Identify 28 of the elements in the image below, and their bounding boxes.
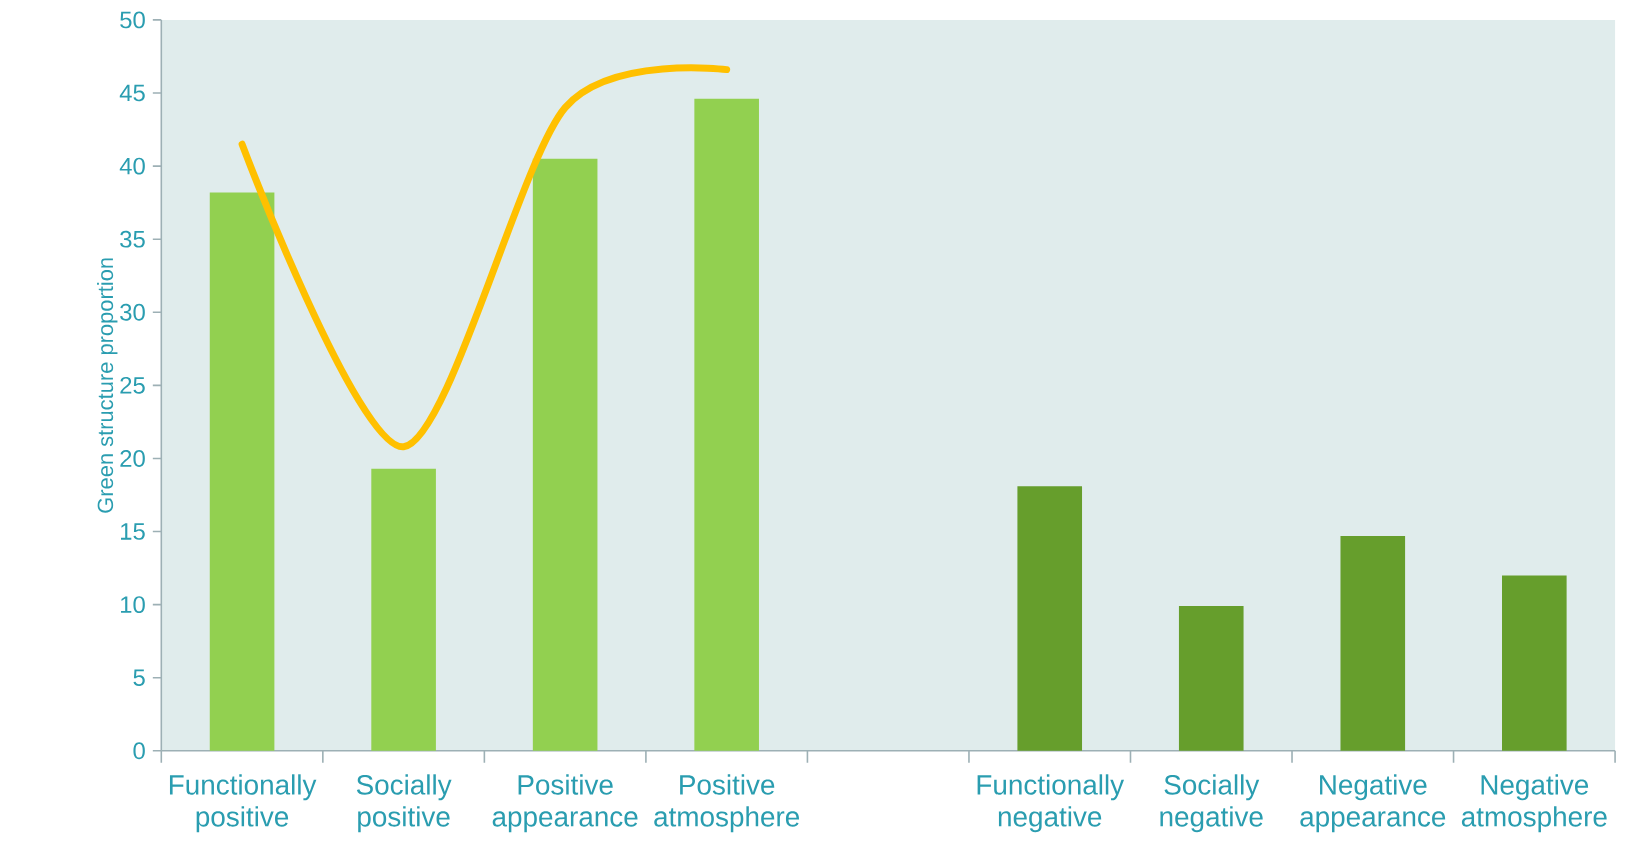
bar xyxy=(532,158,598,751)
y-tick-label: 35 xyxy=(120,230,145,248)
bar xyxy=(371,468,436,751)
y-tick-label: 5 xyxy=(133,669,145,686)
x-tick-label: Functionally positive xyxy=(169,774,317,832)
y-tick-label: 10 xyxy=(121,595,145,613)
bar xyxy=(694,98,759,751)
y-tick-label: 40 xyxy=(119,157,145,175)
bar xyxy=(1340,535,1406,751)
y-tick-label: 50 xyxy=(120,11,145,29)
y-axis-title: Green structure proportion xyxy=(97,258,118,513)
x-tick-label: Socially negative xyxy=(1160,774,1263,832)
y-tick-label: 25 xyxy=(120,376,145,394)
bar xyxy=(1502,575,1567,751)
y-tick-label: 30 xyxy=(120,303,145,321)
y-tick-label: 20 xyxy=(120,449,145,467)
x-tick-label: Socially positive xyxy=(356,774,452,832)
x-tick-label: Positive atmosphere xyxy=(654,774,800,832)
y-tick-label: 45 xyxy=(119,84,145,102)
x-tick-label: Functionally negative xyxy=(977,774,1125,832)
x-tick-label: Negative appearance xyxy=(1300,774,1446,832)
y-tick-label: 0 xyxy=(133,742,145,760)
x-tick-label: Positive appearance xyxy=(492,774,638,832)
bar xyxy=(1017,486,1083,751)
y-tick-label: 15 xyxy=(121,523,145,540)
bar xyxy=(209,192,275,751)
bar xyxy=(1178,605,1244,751)
x-tick-label: Negative atmosphere xyxy=(1461,774,1607,832)
